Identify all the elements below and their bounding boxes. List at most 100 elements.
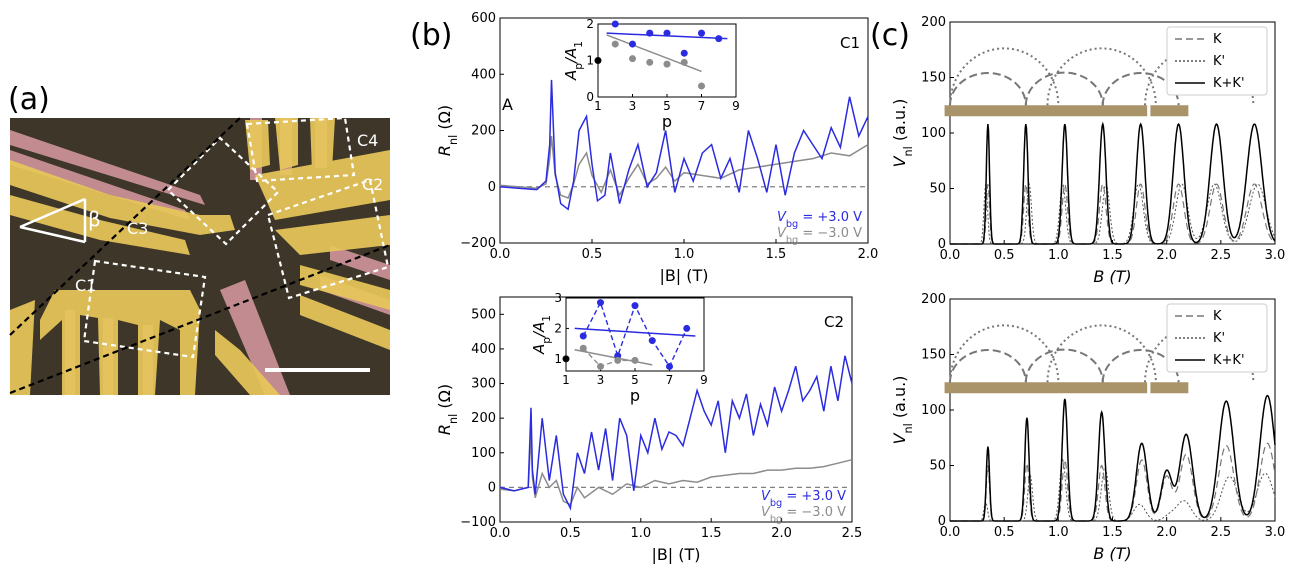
x-tick-label: 0.0	[940, 248, 961, 263]
y-tick-label: 600	[471, 11, 496, 26]
contact-label-c3: C3	[127, 219, 148, 238]
inset-point-blue	[663, 29, 671, 37]
inset-point-blue	[646, 29, 654, 37]
y-tick-label: 0	[938, 237, 946, 252]
inset-x-tick-label: 7	[698, 99, 706, 113]
x-tick-label: 2.0	[1156, 525, 1177, 540]
inset-fit-blue	[574, 327, 696, 337]
legend-entry: K+K'	[1213, 353, 1245, 368]
x-tick-label: 0.5	[582, 247, 603, 262]
x-tick-label: 2.5	[1210, 248, 1231, 263]
sample-bar	[944, 382, 1148, 394]
y-tick-label: 50	[929, 459, 946, 474]
inset-x-tick-label: 3	[597, 373, 605, 387]
y-tick-label: 200	[921, 292, 946, 307]
x-axis-label: |B| (T)	[659, 266, 708, 285]
x-tick-label: 0.0	[490, 526, 511, 541]
y-tick-label: 0	[938, 514, 946, 529]
axis-lines	[9, 117, 391, 395]
x-tick-label: 0.5	[994, 525, 1015, 540]
y-tick-label: −200	[460, 236, 496, 251]
inset-point-gray	[579, 344, 587, 352]
legend-entry: K	[1213, 309, 1222, 324]
series-line-k	[950, 442, 1276, 522]
legend-entry: K+K'	[1213, 76, 1245, 91]
orbit-kprime	[1144, 324, 1255, 383]
chart-c-top: 0.0 0.5 1.0 1.5 2.0 2.5 3.0 0 50 100 150 200 K K' K+K'…	[890, 15, 1285, 286]
orbit-kprime	[1144, 47, 1255, 106]
x-axis-label: B (T)	[1093, 267, 1131, 286]
x-tick-label: 1.0	[1048, 248, 1069, 263]
contact-label-c2: C2	[362, 175, 383, 194]
region-c2	[266, 178, 390, 300]
legend-box	[1166, 26, 1268, 96]
sample-bar	[944, 105, 1148, 117]
inset-x-tick-label: 5	[663, 99, 671, 113]
x-tick-label: 2.0	[858, 247, 879, 262]
legend-entry: K	[1213, 32, 1222, 47]
inset-y-tick-label: 0	[586, 90, 594, 104]
legend-box	[1166, 303, 1268, 373]
inset-x-tick-label: 3	[629, 99, 637, 113]
panel-label-c: (c)	[870, 18, 910, 53]
series-line-total	[950, 121, 1276, 245]
panel-label-a: (a)	[8, 82, 50, 117]
inset-point-gray	[646, 58, 654, 66]
inset-point-gray	[629, 55, 636, 63]
inset-x-label: p	[662, 112, 672, 131]
inset-point-gray	[698, 82, 705, 90]
inset-y-label: Ap/A1	[530, 315, 553, 355]
y-tick-label: 400	[471, 342, 496, 357]
y-axis-label: Rnl (Ω)	[435, 384, 460, 435]
inset-point-gray	[631, 356, 639, 364]
y-tick-label: 500	[471, 307, 496, 322]
inset-point-black	[594, 57, 602, 64]
series-line-total	[950, 394, 1276, 522]
angle-marker	[19, 197, 87, 244]
y-tick-label: 200	[471, 411, 496, 426]
y-tick-label: 0	[488, 480, 496, 495]
x-tick-label: 1.0	[674, 247, 695, 262]
x-tick-label: 3.0	[1265, 248, 1286, 263]
orbit-kprime	[949, 324, 1060, 383]
x-tick-label: 2.5	[842, 526, 863, 541]
inset-y-tick-label: 1	[554, 352, 562, 366]
legend-entry-minus: Vbg = −3.0 V	[761, 505, 846, 525]
y-tick-label: 400	[471, 67, 496, 82]
inset-point-blue	[683, 324, 691, 332]
angle-label: β	[88, 207, 101, 231]
x-tick-label: 1.5	[766, 247, 787, 262]
inset-gray-dashed	[582, 347, 635, 368]
inset-x-tick-label: 9	[700, 373, 708, 387]
series-line-k	[950, 182, 1276, 245]
chart-c-bottom: 0.0 0.5 1.0 1.5 2.0 2.5 3.0 0 50 100 150 200 K K' K+K'…	[890, 292, 1285, 563]
region-c1	[82, 259, 207, 359]
x-tick-label: 2.5	[1210, 525, 1231, 540]
series-line-minus	[499, 136, 869, 199]
inset-point-blue	[631, 302, 639, 310]
inset-point-blue	[597, 299, 604, 307]
inset-y-tick-label: 1	[586, 54, 594, 68]
x-tick-label: 1.0	[630, 526, 651, 541]
orbit-k	[949, 72, 1027, 106]
x-tick-label: 3.0	[1265, 525, 1286, 540]
y-axis-label: Vnl (a.u.)	[890, 99, 915, 168]
inset-point-gray	[611, 40, 619, 48]
chart-b-top: 0.0 0.5 1.0 1.5 2.0 −200 0 200 400 600 C1 A |B| (T) R…	[435, 11, 878, 285]
region-c3	[166, 136, 280, 246]
inset-x-label: p	[630, 386, 640, 405]
inset-point-blue	[579, 332, 587, 340]
legend-entry: K'	[1213, 54, 1225, 69]
inset-point-gray	[597, 362, 604, 370]
inset-x-tick-label: 1	[562, 373, 570, 387]
sem-micrograph: β C1 C2 C3 C4	[9, 116, 391, 395]
series-line-kprime	[950, 182, 1276, 245]
inset-x-tick-label: 9	[732, 99, 740, 113]
y-tick-label: 100	[471, 446, 496, 461]
x-tick-label: 2.0	[1156, 248, 1177, 263]
inset-y-tick-label: 2	[554, 321, 562, 335]
inset-point-black	[562, 355, 570, 363]
orbit-k	[1024, 348, 1104, 383]
x-tick-label: 1.5	[1102, 248, 1123, 263]
